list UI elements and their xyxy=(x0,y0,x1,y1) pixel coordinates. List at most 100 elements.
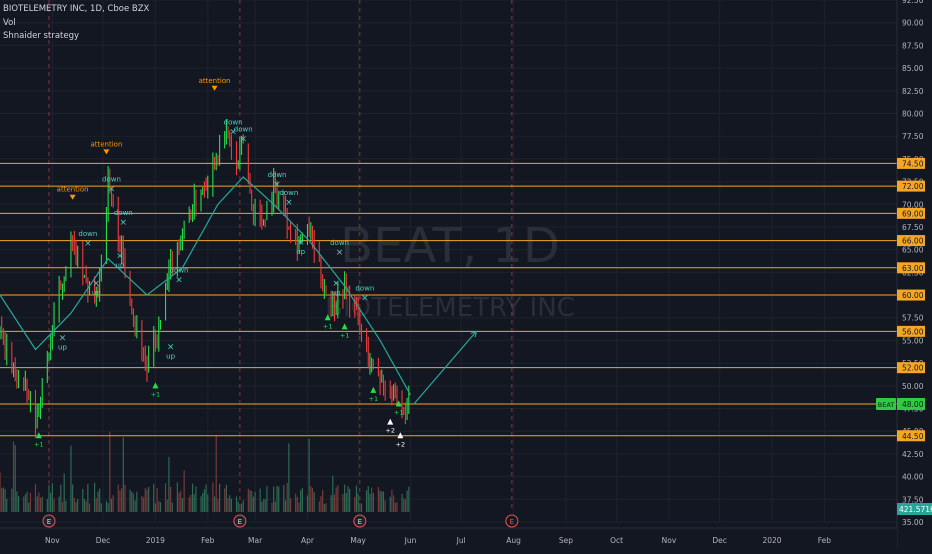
volume-bar xyxy=(382,491,385,512)
symbol-tag: BEAT xyxy=(878,401,895,409)
y-tick-label: 35.00 xyxy=(902,518,924,527)
volume-bar xyxy=(406,490,408,512)
x-tick-label: May xyxy=(350,536,366,545)
attention-marker xyxy=(211,85,218,91)
volume-bar xyxy=(202,493,204,512)
x-tick-label: Nov xyxy=(662,536,677,545)
volume-bar xyxy=(261,501,263,512)
earnings-marker xyxy=(42,514,56,528)
volume-bar xyxy=(24,494,26,512)
volume-bar xyxy=(318,501,320,512)
x-tick-label: Mar xyxy=(248,536,263,545)
volume-bar xyxy=(171,502,173,512)
volume-bar xyxy=(266,486,268,512)
plus-marker xyxy=(152,382,159,389)
volume-bar xyxy=(240,503,243,512)
level-label: 56.00 xyxy=(902,327,924,336)
volume-bar xyxy=(227,498,229,512)
volume-bar xyxy=(97,491,99,512)
volume-bar xyxy=(274,501,276,512)
volume-bar xyxy=(148,486,150,512)
volume-bar xyxy=(166,499,168,512)
x-tick-label: Oct xyxy=(610,536,623,545)
x-tick-label: 2019 xyxy=(146,536,165,545)
level-label-bg xyxy=(897,180,925,192)
volume-bar xyxy=(344,484,346,512)
volume-bar xyxy=(191,483,194,512)
volume-bar xyxy=(288,443,290,512)
volume-bar xyxy=(311,488,314,512)
volume-bar xyxy=(252,496,254,512)
down-marker: × xyxy=(108,185,116,195)
volume-bar xyxy=(83,498,86,512)
up-marker: × xyxy=(332,279,340,289)
volume-bar xyxy=(254,491,256,512)
volume-bar xyxy=(301,487,303,512)
volume-bar xyxy=(180,490,182,512)
volume-bar xyxy=(225,484,227,512)
x-tick-label: Jul xyxy=(456,536,466,545)
volume-bar xyxy=(264,499,266,512)
volume-bar xyxy=(131,491,133,512)
plus-label: +1 xyxy=(340,331,350,339)
plus-label: +1 xyxy=(151,390,161,398)
volume-bar xyxy=(144,488,146,512)
volume-bar xyxy=(224,488,226,512)
volume-bar xyxy=(404,499,407,512)
volume-bar xyxy=(65,500,67,512)
volume-bar xyxy=(178,492,180,512)
volume-bar xyxy=(271,502,273,512)
up-marker: × xyxy=(297,238,305,248)
volume-bar xyxy=(82,488,84,512)
volume-bar xyxy=(389,496,391,512)
x-tick-label: 2020 xyxy=(762,536,781,545)
volume-bar xyxy=(75,502,77,512)
volume-bar xyxy=(300,490,302,512)
volume-bar xyxy=(12,441,15,512)
y-tick-label: 65.00 xyxy=(902,246,924,255)
volume-bar xyxy=(17,495,20,512)
volume-bar xyxy=(360,503,363,512)
plus-marker xyxy=(341,323,348,330)
volume-bar xyxy=(6,498,8,512)
level-label-bg xyxy=(897,157,925,169)
attention-label: attention xyxy=(199,77,231,85)
plus-marker xyxy=(370,386,377,393)
current-price-label: 48.00 xyxy=(902,400,924,409)
volume-bar xyxy=(332,475,334,512)
volume-bar xyxy=(85,501,87,512)
earnings-label: E xyxy=(358,518,362,526)
volume-bar xyxy=(219,483,221,512)
volume-bar xyxy=(239,503,241,512)
volume-bar xyxy=(359,503,361,512)
down-label: down xyxy=(102,176,121,184)
attention-label: attention xyxy=(57,186,89,194)
volume-bar xyxy=(2,487,4,512)
volume-bar xyxy=(168,457,170,512)
volume-bar xyxy=(142,497,145,512)
volume-bar xyxy=(183,470,185,512)
volume-bar xyxy=(188,497,190,512)
volume-bar xyxy=(136,491,138,512)
volume-bar xyxy=(381,491,383,512)
x-tick-label: Apr xyxy=(301,536,315,545)
x-tick-label: Dec xyxy=(712,536,727,545)
y-tick-label: 40.00 xyxy=(902,473,924,482)
volume-bar xyxy=(203,489,205,512)
volume-bar xyxy=(124,484,126,512)
volume-bar xyxy=(176,482,178,512)
current-price-bg xyxy=(897,397,925,410)
projection-arrowhead xyxy=(470,330,478,338)
volume-bar xyxy=(306,495,309,512)
volume-bar xyxy=(237,501,239,512)
volume-bar xyxy=(295,493,297,512)
volume-bar xyxy=(110,498,113,512)
volume-bar xyxy=(322,489,324,512)
volume-label: 421.571K xyxy=(899,505,932,514)
volume-bar xyxy=(100,503,102,512)
volume-bar xyxy=(132,493,135,512)
volume-bar xyxy=(212,482,214,512)
volume-bar xyxy=(401,493,403,512)
